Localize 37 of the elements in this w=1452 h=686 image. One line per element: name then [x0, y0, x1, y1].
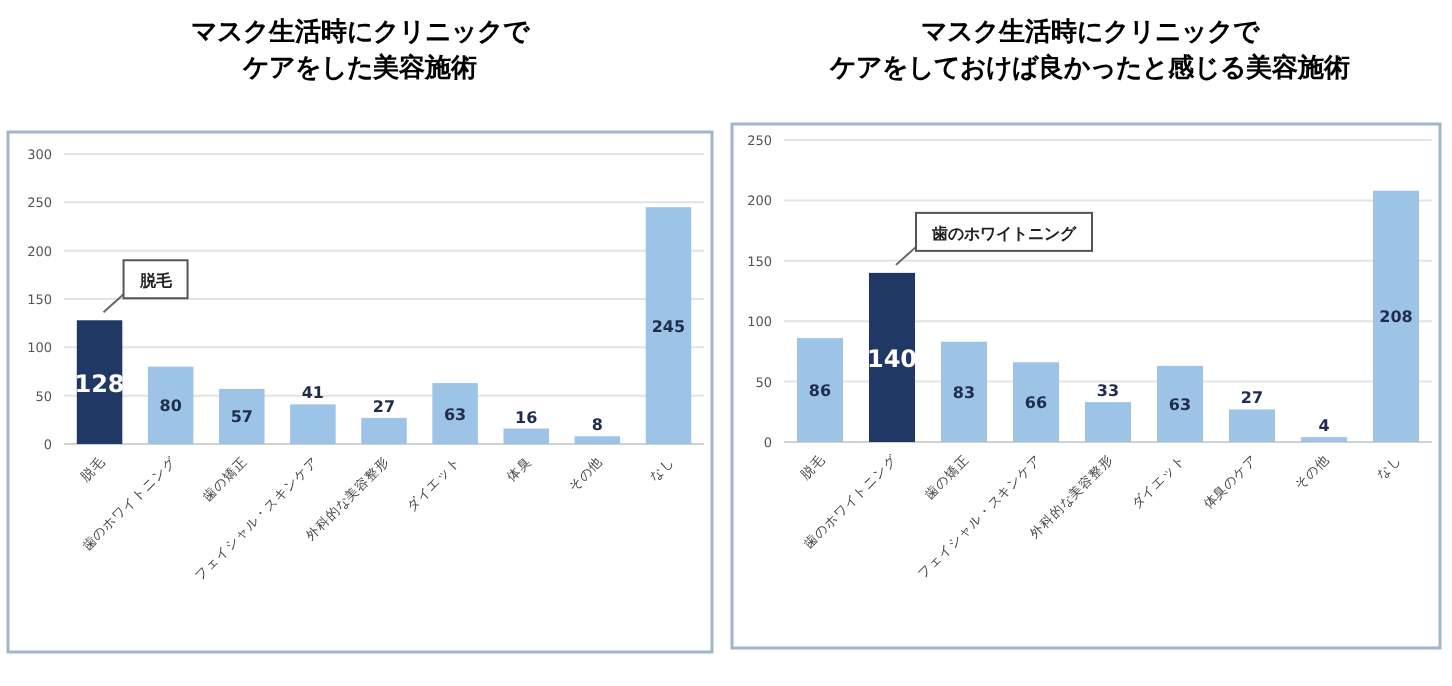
bar: [1228, 409, 1276, 442]
data-label: 80: [159, 397, 183, 416]
data-label: 27: [372, 397, 396, 416]
bar: [1012, 362, 1060, 442]
bar: [503, 428, 549, 444]
bar: [290, 404, 336, 444]
bar: [940, 341, 988, 442]
chart-subtitle: ケアをした美容施術: [241, 52, 477, 84]
bar: [147, 366, 194, 444]
annotation: 脱毛: [137, 272, 174, 291]
data-label: 86: [808, 382, 832, 401]
data-label: 41: [301, 384, 325, 403]
data-label: 83: [952, 383, 976, 402]
data-label: 8: [591, 416, 604, 435]
chart-subtitle: ケアをしておけば良かったと感じる美容施術: [828, 52, 1350, 84]
data-label: 208: [1379, 308, 1414, 327]
bar: [1084, 402, 1132, 442]
data-label: 57: [230, 408, 253, 427]
data-label: 4: [1318, 417, 1331, 436]
data-label: 63: [443, 405, 467, 424]
data-label: 66: [1024, 394, 1048, 413]
data-label: 245: [651, 317, 687, 336]
bar: [361, 417, 407, 444]
data-label: 27: [1240, 389, 1264, 408]
data-label: 63: [1168, 395, 1192, 414]
bar: [1372, 190, 1420, 442]
bar: [574, 436, 621, 444]
bar: [219, 388, 265, 444]
bar: [1156, 365, 1204, 442]
bar: [432, 383, 478, 444]
chart-title: マスク生活時にクリニックで: [191, 18, 531, 48]
bar: [796, 338, 844, 442]
bar: [645, 207, 692, 444]
annotation: 歯のホワイトニング: [930, 224, 1078, 243]
data-label: 16: [515, 408, 539, 427]
data-label: 33: [1096, 382, 1120, 401]
chart-title: マスク生活時にクリニックで: [921, 18, 1261, 48]
